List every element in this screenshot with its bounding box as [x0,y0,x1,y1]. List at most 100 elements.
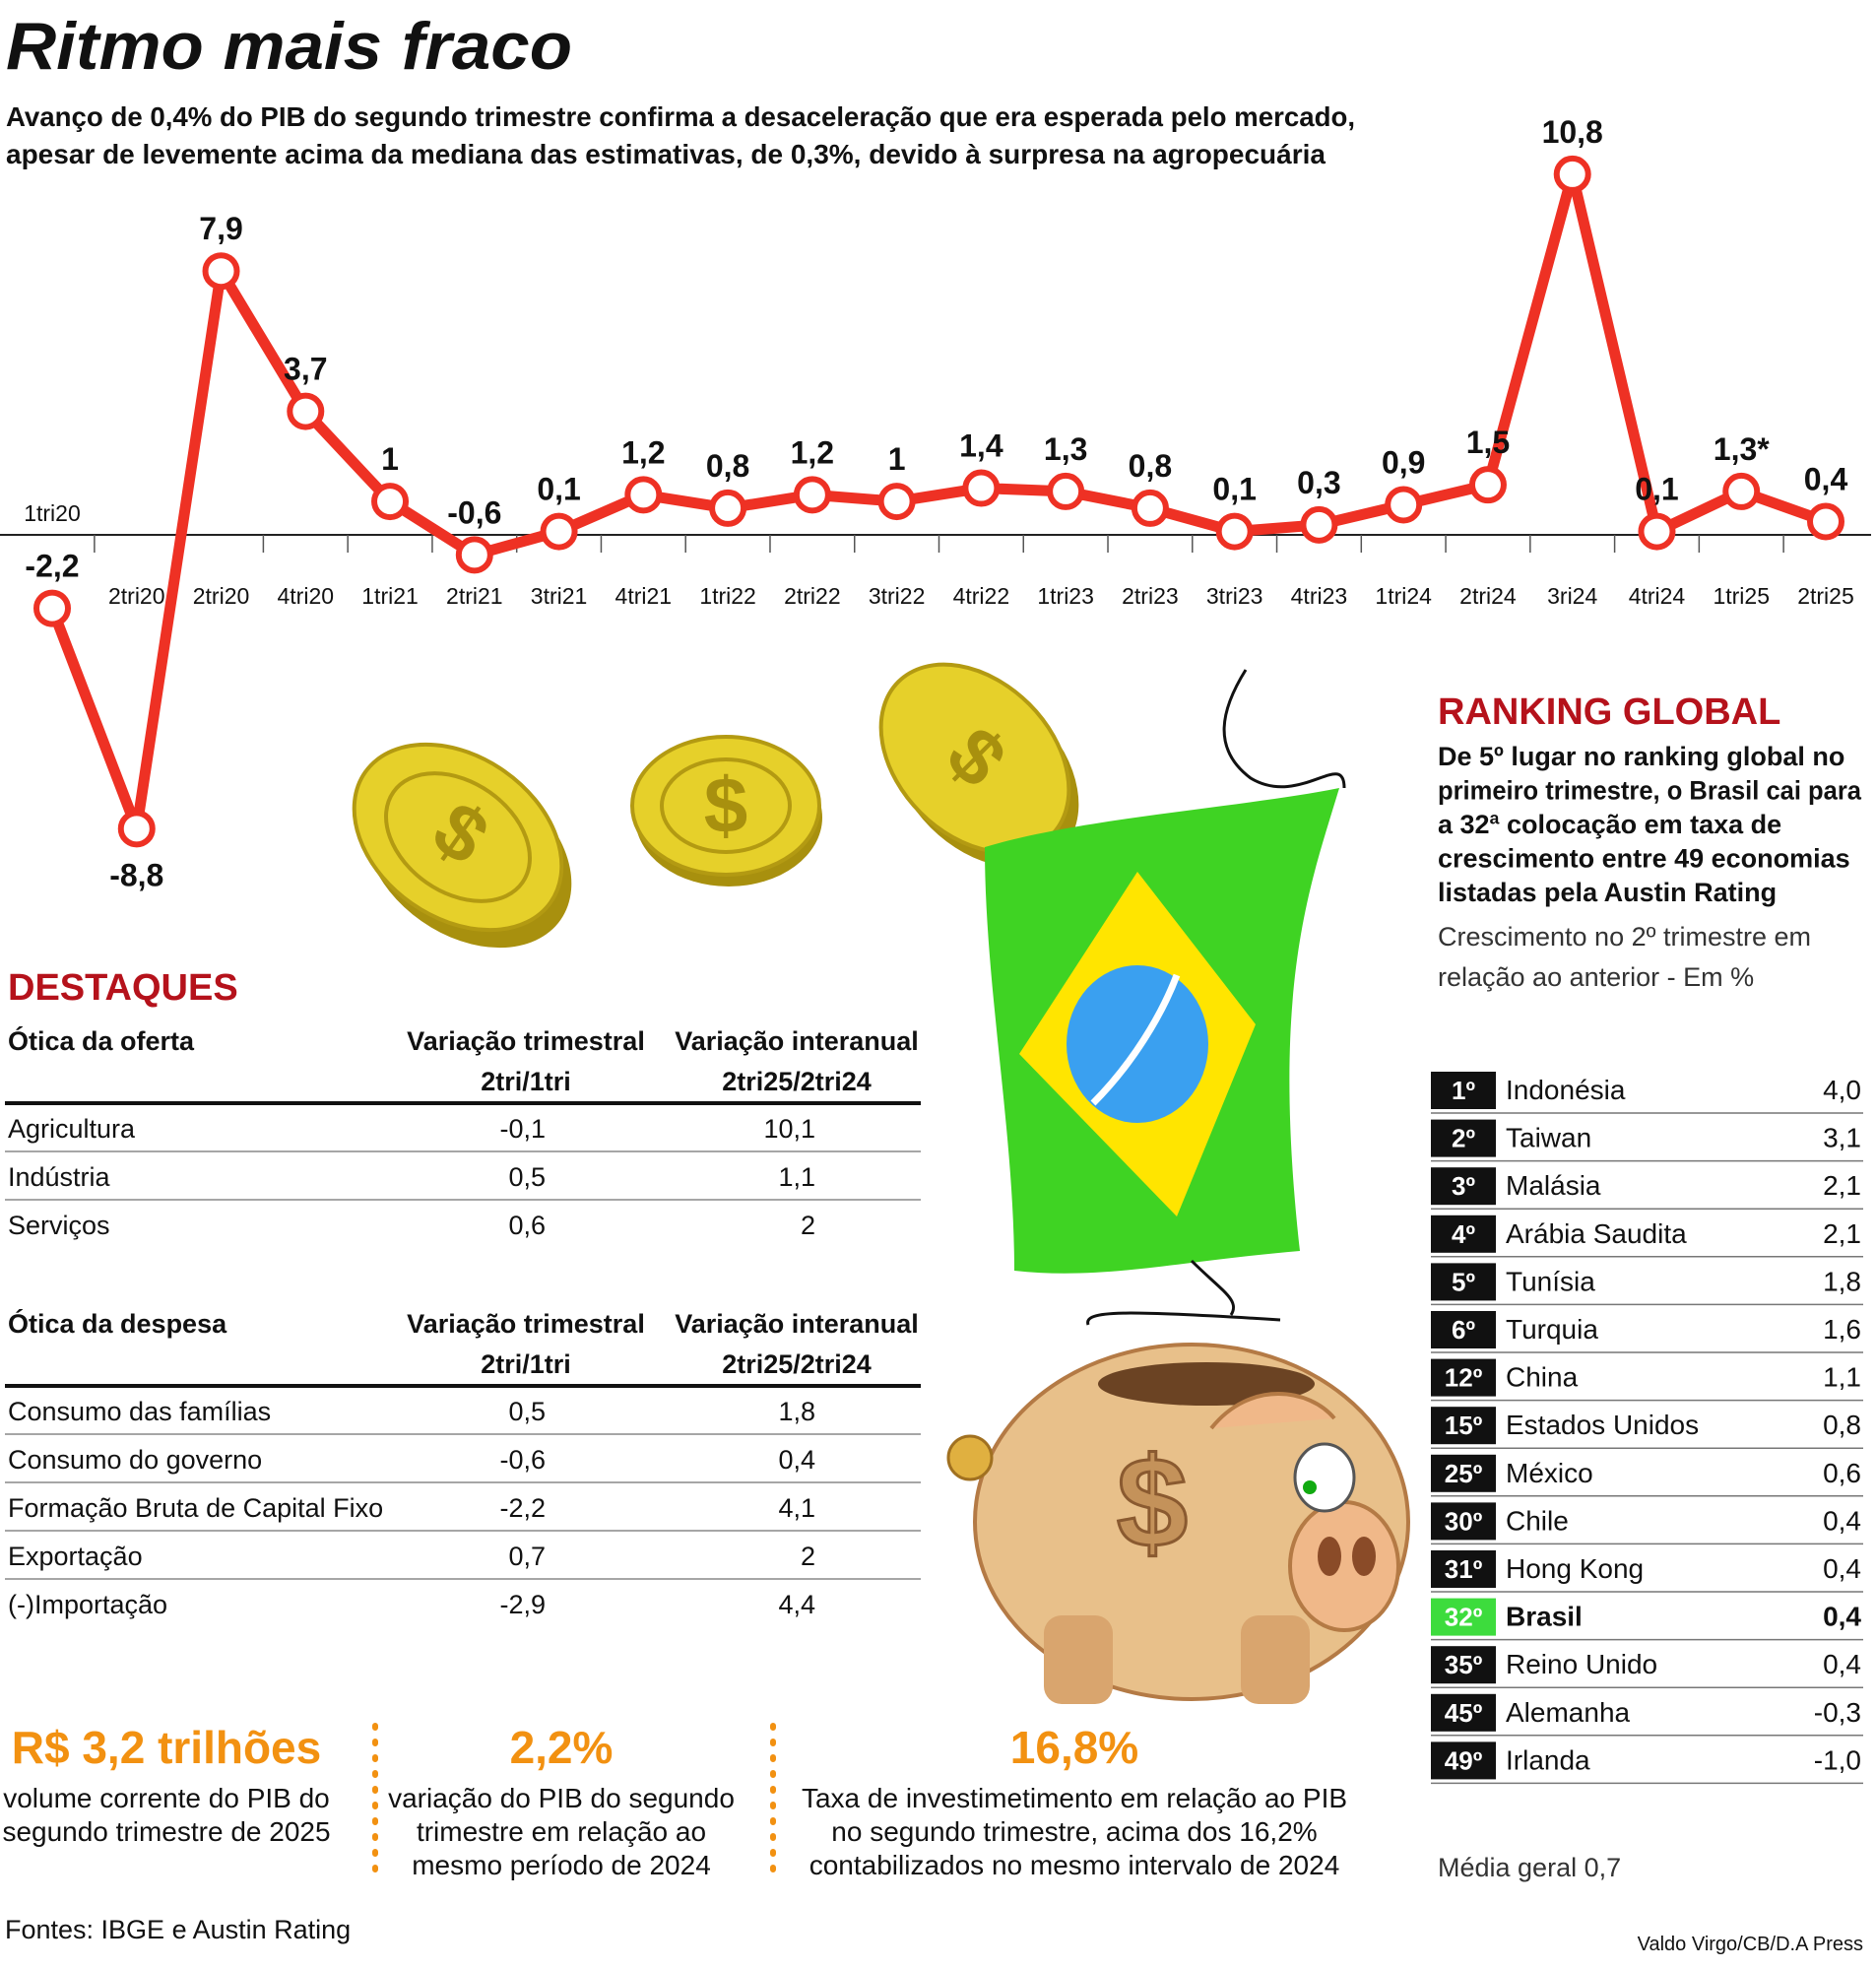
stat-text: no segundo trimestre, acima dos 16,2% [831,1816,1317,1847]
data-point [709,489,747,527]
rank-badge [1431,1167,1496,1206]
coins: $ $ $ [352,662,1079,949]
rank-country: Alemanha [1506,1697,1631,1728]
rank-value: 2,1 [1823,1170,1861,1201]
x-tick-label: 3tri22 [869,583,926,609]
data-label: 10,8 [1542,114,1603,150]
rank-position: 45º [1445,1698,1483,1728]
table-header: 2tri/1tri [481,1349,571,1379]
data-label: 1 [381,441,399,477]
table-cell: -2,2 [499,1493,546,1523]
x-tick-label: 4tri20 [278,583,335,609]
rank-value: 2,1 [1823,1218,1861,1249]
table-cell: 0,7 [508,1542,546,1571]
rank-position: 1º [1452,1076,1475,1105]
rank-position: 31º [1445,1554,1483,1584]
line [46,168,1828,834]
rank-badge [1431,1646,1496,1684]
rank-value: 0,4 [1823,1505,1861,1536]
table-cell: Indústria [8,1162,111,1192]
rank-country: Turquia [1506,1314,1598,1345]
rank-badge [1431,1502,1496,1541]
x-tick-label: 1tri21 [361,583,419,609]
x-tick-label: 1tri25 [1713,583,1770,609]
table-header: Variação interanual [675,1026,919,1056]
table-cell: -0,6 [499,1445,546,1475]
rank-position: 2º [1452,1124,1475,1153]
rank-position: 5º [1452,1267,1475,1296]
rank-badge [1431,1263,1496,1301]
rank-position: 6º [1452,1315,1475,1345]
table-cell: Exportação [8,1542,143,1571]
data-point [1807,502,1844,541]
ranking-note: Crescimento no 2º trimestre em [1438,922,1811,952]
stat-text: variação do PIB do segundo [388,1783,735,1813]
data-point [793,476,831,514]
rank-badge [1431,1358,1496,1397]
data-label: 0,9 [1382,444,1425,480]
data-label: 0,1 [537,472,580,507]
data-label: 0,3 [1297,465,1340,500]
table-header: 2tri25/2tri24 [722,1067,872,1096]
ranking-average: Média geral 0,7 [1438,1853,1621,1882]
x-tick-label: 4tri21 [615,583,673,609]
rank-position: 35º [1445,1650,1483,1679]
rank-value: 0,4 [1823,1649,1861,1679]
data-point [877,483,916,521]
ranking-description: crescimento entre 49 economias [1438,844,1850,874]
data-label: 1,2 [791,434,834,470]
data-label: 1,3 [1044,431,1087,467]
rank-country: Taiwan [1506,1123,1591,1153]
x-tick-label: 1tri20 [24,500,81,526]
rank-badge [1431,1407,1496,1445]
rank-value: 1,8 [1823,1266,1861,1296]
subtitle: apesar de levemente acima da mediana das… [6,139,1326,169]
stat-value: 2,2% [510,1722,614,1773]
table-cell: 4,1 [778,1493,815,1523]
data-point [1553,155,1591,193]
stat-value: R$ 3,2 trilhões [12,1722,321,1773]
credit: Valdo Virgo/CB/D.A Press [1638,1934,1863,1955]
title: Ritmo mais fraco [6,9,572,84]
x-tick-label: 1tri24 [1375,583,1432,609]
table-header: Ótica da oferta [8,1025,195,1056]
stat-text: volume corrente do PIB do [3,1783,330,1813]
x-tick-label: 1tri23 [1037,583,1094,609]
x-tick-label: 2tri20 [108,583,165,609]
stat-text: trimestre em relação ao [417,1816,706,1847]
data-point [1722,472,1761,510]
table-cell: 2 [801,1211,815,1240]
table-cell: Consumo das famílias [8,1397,271,1426]
rank-value: 0,4 [1823,1602,1861,1632]
table-cell: Serviços [8,1211,110,1240]
subtitle: Avanço de 0,4% do PIB do segundo trimest… [6,101,1355,132]
stat-text: mesmo período de 2024 [412,1850,711,1880]
x-tick-label: 2tri20 [193,583,250,609]
data-label: 1,2 [621,434,665,470]
x-tick-label: 3tri23 [1206,583,1263,609]
rank-value: 1,1 [1823,1362,1861,1393]
data-label: 0,4 [1804,461,1848,496]
table-header: Variação trimestral [407,1309,645,1339]
rank-badge [1431,1311,1496,1348]
table-cell: -0,1 [499,1114,546,1144]
rank-value: 0,4 [1823,1553,1861,1584]
x-tick-label: 3ri24 [1547,583,1597,609]
rank-country: Indonésia [1506,1075,1626,1105]
rank-badge [1431,1119,1496,1157]
data-label: 3,7 [284,352,327,387]
rank-badge [1431,1072,1496,1109]
table-cell: 1,1 [778,1162,815,1192]
data-point [624,476,663,514]
x-tick-label: 3tri21 [531,583,588,609]
sources: Fontes: IBGE e Austin Rating [5,1915,351,1944]
x-tick-label: 2tri21 [446,583,503,609]
data-label: 1,3* [1714,431,1770,467]
rank-badge [1431,1693,1496,1732]
rank-badge [1431,1454,1496,1492]
table-cell: 2 [801,1542,815,1571]
table-cell: 1,8 [778,1397,815,1426]
data-point [962,469,1001,507]
data-point [117,810,156,848]
